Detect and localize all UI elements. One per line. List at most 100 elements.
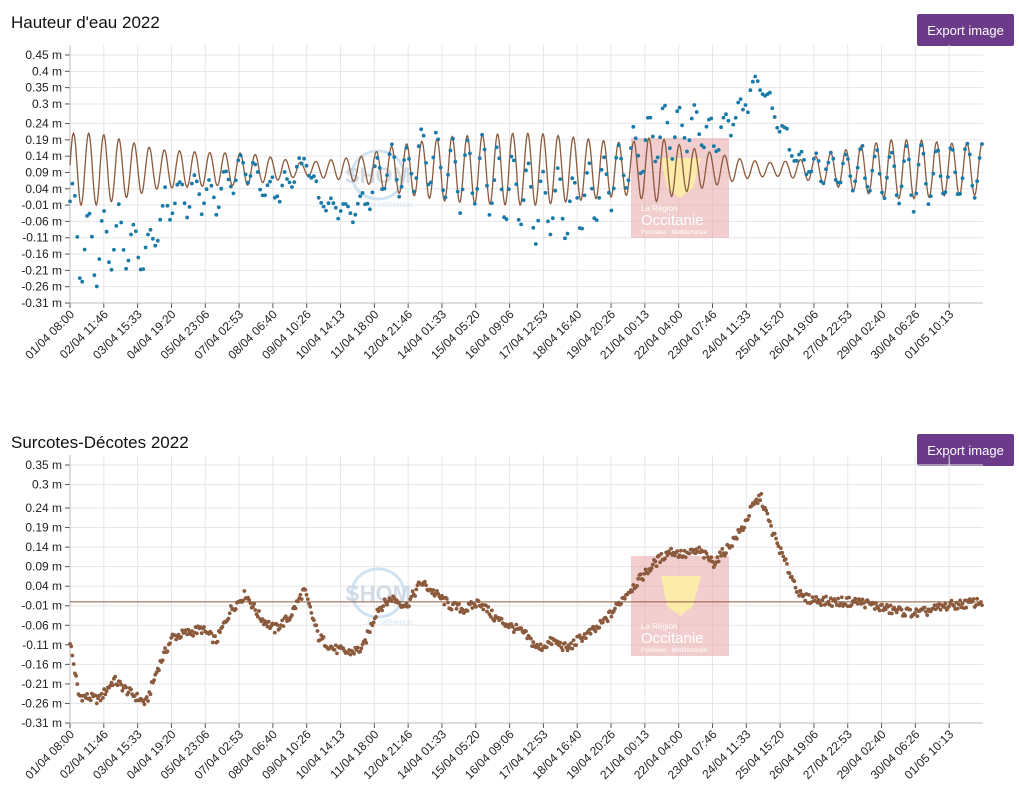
observed-point [946,175,950,179]
observed-points [68,74,984,289]
surge-point [899,607,904,612]
export-image-button-hauteur[interactable]: Export image [917,14,1014,46]
observed-point [682,136,687,140]
surge-point [488,614,493,619]
observed-point [424,161,428,165]
surge-point [176,632,181,637]
observed-point [475,187,480,191]
observed-point [68,199,72,204]
observed-point [529,184,533,189]
observed-point [114,224,119,228]
observed-point [936,148,940,153]
observed-point [865,184,870,189]
surge-point [132,694,137,698]
surge-point [194,631,199,636]
surge-point [146,699,150,703]
observed-point [85,214,89,218]
surge-point [798,588,803,593]
surge-point [404,601,409,605]
observed-point [136,255,141,260]
observed-point [448,148,453,153]
observed-point [553,188,558,193]
observed-point [546,219,550,224]
observed-point [133,229,138,234]
surge-point [299,597,304,601]
y-tick-label: -0.01 m [21,599,62,613]
observed-point [297,156,302,161]
surge-point [119,682,124,687]
observed-point [404,145,409,150]
y-tick-label: -0.21 m [21,263,62,277]
export-image-button-surcotes[interactable]: Export image [917,434,1014,466]
observed-point [860,144,865,148]
observed-point [385,173,389,178]
surge-point [413,594,417,598]
observed-point [80,279,85,284]
observed-point [863,176,867,181]
observed-point [599,167,604,172]
surge-point [720,547,725,551]
surge-point [69,644,74,649]
surge-point [213,634,218,639]
surge-point [309,611,314,615]
observed-point [365,201,370,206]
surge-point [803,598,808,603]
y-tick-label: 0.24 m [25,501,62,515]
surge-point [113,674,117,679]
observed-point [443,195,448,200]
observed-point [916,162,921,167]
observed-point [785,126,789,131]
observed-point [370,190,375,195]
observed-point [580,226,584,231]
y-tick-label: 0.3 m [32,97,62,111]
observed-point [570,176,575,181]
observed-point [743,103,748,107]
observed-point [507,187,511,192]
observed-point [353,212,358,217]
observed-point [514,182,519,187]
observed-point [97,257,102,261]
surge-point [883,607,888,612]
observed-point [616,143,621,148]
surge-point [913,611,917,615]
region-line2: Occitanie [641,212,704,229]
surge-point [925,613,930,617]
surge-point [814,595,819,599]
observed-point [182,201,187,206]
observed-point [394,177,399,182]
y-tick-label: 0.3 m [32,478,62,492]
observed-point [431,155,436,160]
surge-point [376,609,381,614]
observed-point [207,178,211,182]
hauteur-chart-panel: Hauteur d'eau 2022 Export image 0.45 m 0.… [0,0,1019,400]
surge-point [619,601,623,606]
surge-point [531,640,536,645]
observed-point [131,222,136,227]
observed-point [192,173,197,178]
observed-point [838,180,843,185]
observed-point [687,138,692,143]
surge-point [646,571,650,576]
observed-point [409,171,414,176]
observed-point [219,186,224,191]
surge-point [952,604,956,608]
observed-point [958,191,962,196]
observed-point [429,180,433,185]
y-tick-label: -0.06 m [21,618,62,632]
observed-point [392,155,397,160]
surge-point [631,583,636,587]
surge-point [315,629,320,633]
surge-point [938,607,943,612]
observed-point [855,165,860,170]
observed-point [909,193,914,198]
observed-point [843,152,848,157]
observed-point [160,204,165,208]
surge-point [368,630,372,634]
surge-point [860,597,865,602]
shom-tagline: en référence [368,200,413,209]
surge-point [564,645,569,650]
observed-point [641,169,645,174]
surge-point [710,559,715,564]
surge-point [374,615,378,619]
